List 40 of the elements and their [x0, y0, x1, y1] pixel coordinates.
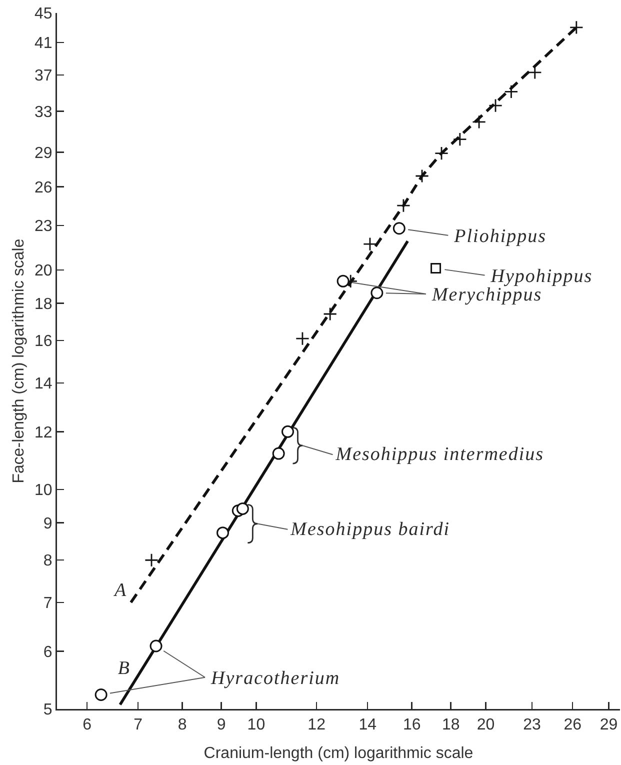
y-tick-label: 26: [34, 179, 52, 196]
y-tick-label: 8: [43, 552, 52, 570]
x-tick-label: 29: [600, 716, 618, 734]
y-tick-label: 7: [43, 595, 52, 612]
y-tick-label: 5: [43, 702, 52, 719]
x-tick-label: 8: [178, 716, 187, 734]
x-tick-label: 10: [247, 716, 266, 734]
y-tick-label: 10: [34, 482, 52, 500]
y-tick-label: 45: [34, 6, 52, 23]
text: Mesohippus bairdi: [290, 518, 450, 540]
x-tick-label: 26: [564, 716, 582, 734]
x-tick-label: 7: [134, 716, 143, 734]
y-tick-label: 18: [34, 296, 52, 313]
y-tick-label: 20: [34, 262, 52, 280]
x-tick-label: 14: [358, 716, 377, 734]
y-tick-label: 37: [34, 68, 52, 85]
x-tick-label: 18: [442, 716, 460, 734]
y-tick-label: 33: [34, 104, 52, 121]
x-tick-label: 12: [308, 716, 326, 734]
y-tick-label: 14: [34, 375, 52, 392]
y-tick-label: 16: [34, 333, 52, 350]
y-tick-label: 6: [43, 644, 52, 661]
y-tick-label: 12: [34, 424, 52, 442]
y-tick-label: 23: [34, 218, 52, 236]
x-tick-label: 9: [216, 716, 226, 734]
x-tick-label: 16: [402, 716, 421, 734]
text: Hypohippus: [490, 266, 593, 287]
x-axis-title: Cranium-length (cm) logarithmic scale: [204, 745, 474, 762]
y-axis-title: Face-length (cm) logarithmic scale: [10, 238, 28, 484]
series-label: A: [112, 580, 128, 601]
x-tick-label: 20: [476, 716, 495, 734]
text: Pliohippus: [453, 226, 547, 247]
text: Hyracotherium: [210, 668, 340, 689]
x-tick-label: 23: [523, 716, 542, 734]
x-tick-label: 6: [82, 716, 92, 734]
y-tick-label: 9: [43, 515, 52, 532]
y-tick-label: 29: [34, 144, 52, 162]
series-label: B: [118, 658, 130, 680]
y-tick-label: 41: [34, 35, 52, 52]
text: Mesohippus intermedius: [334, 444, 544, 466]
